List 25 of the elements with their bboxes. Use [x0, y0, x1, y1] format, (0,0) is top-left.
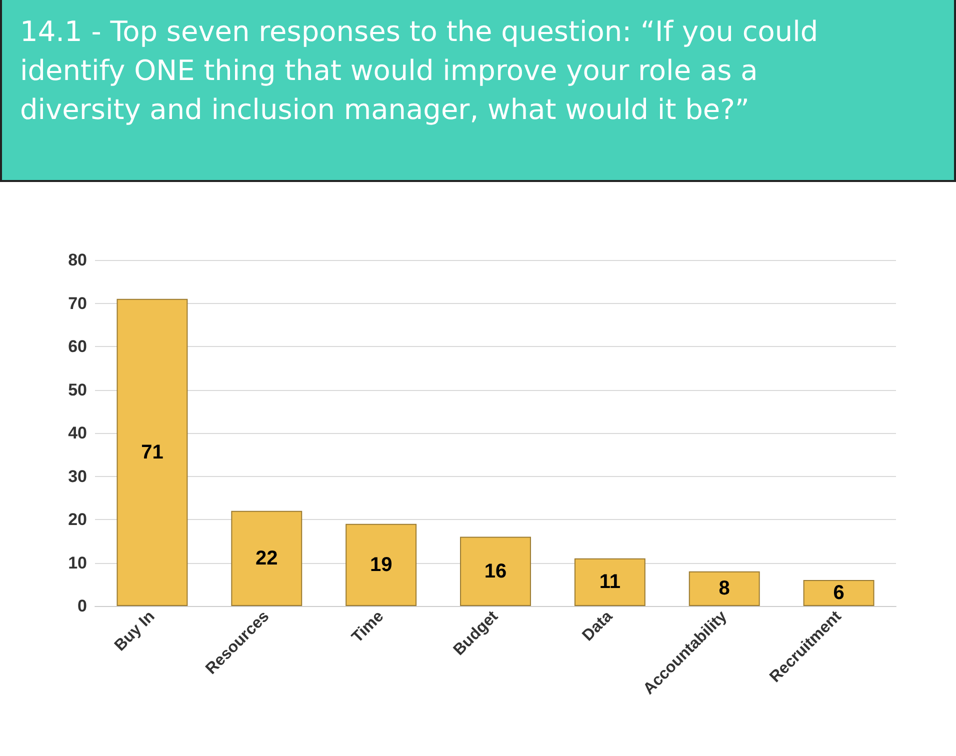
y-tick-label: 40 [68, 424, 87, 442]
data-label: 71 [141, 441, 164, 464]
y-tick-label: 0 [78, 596, 87, 616]
bar [346, 524, 417, 606]
data-label: 6 [833, 582, 844, 604]
y-tick-label: 60 [68, 337, 87, 356]
y-tick-label: 30 [68, 466, 87, 486]
y-tick-label: 20 [68, 510, 87, 529]
data-label: 11 [599, 571, 621, 594]
data-label: 19 [370, 554, 392, 576]
data-label: 22 [256, 547, 278, 570]
data-label: 16 [484, 560, 507, 582]
bar [116, 298, 188, 606]
y-tick-label: 50 [68, 380, 87, 400]
bar [688, 571, 760, 606]
bar [803, 580, 874, 606]
x-tick-label: Buy In [112, 608, 158, 655]
data-label: 8 [718, 578, 730, 600]
bar [460, 536, 531, 606]
bar [574, 558, 646, 606]
y-tick-label: 80 [68, 250, 87, 270]
y-tick-label: 70 [68, 294, 87, 313]
y-tick-label: 10 [68, 553, 87, 572]
bar [231, 510, 302, 606]
chart-title: 14.1 - Top seven responses to the question: “If you could identify ONE thing that would improve your role as a diversity and inclusion manager, what would it be?” [0, 0, 956, 182]
